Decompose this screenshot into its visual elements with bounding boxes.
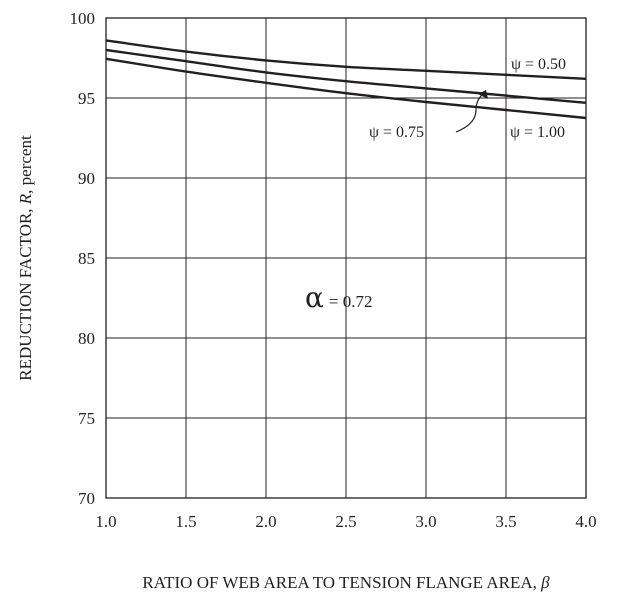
y-tick-label-4: 90 <box>78 169 95 188</box>
x-tick-label-4: 3.0 <box>415 512 436 531</box>
x-tick-labels: 1.0 1.5 2.0 2.5 3.0 3.5 4.0 <box>95 512 596 531</box>
series-label-psi-050: ψ = 0.50 <box>511 56 566 73</box>
plot-frame <box>105 17 587 499</box>
series-line-2 <box>105 57 587 120</box>
x-axis-label: RATIO OF WEB AREA TO TENSION FLANGE AREA… <box>142 573 550 592</box>
y-tick-label-3: 85 <box>78 249 95 268</box>
y-tick-label-1: 75 <box>78 409 95 428</box>
series-line-0 <box>105 39 587 80</box>
x-tick-label-6: 4.0 <box>575 512 596 531</box>
x-tick-label-0: 1.0 <box>95 512 116 531</box>
grid <box>105 17 587 499</box>
series-label-psi-075: ψ = 0.75 <box>369 124 424 141</box>
leader-arrowhead <box>478 90 488 99</box>
curves <box>105 39 587 120</box>
y-tick-label-6: 100 <box>70 9 96 28</box>
x-tick-label-3: 2.5 <box>335 512 356 531</box>
leader-line <box>455 93 484 133</box>
x-tick-label-2: 2.0 <box>255 512 276 531</box>
y-tick-label-2: 80 <box>78 329 95 348</box>
alpha-symbol: α <box>305 281 324 314</box>
y-tick-label-0: 70 <box>78 489 95 508</box>
x-tick-label-1: 1.5 <box>175 512 196 531</box>
series-label-psi-100: ψ = 1.00 <box>510 124 565 141</box>
y-axis-label: REDUCTION FACTOR, R, percent <box>16 135 35 381</box>
y-tick-label-5: 95 <box>78 89 95 108</box>
y-tick-labels: 70 75 80 85 90 95 100 <box>70 9 96 508</box>
alpha-value: = 0.72 <box>329 292 373 311</box>
alpha-annotation: α = 0.72 <box>305 281 373 314</box>
x-tick-label-5: 3.5 <box>495 512 516 531</box>
series-line-1 <box>105 48 587 104</box>
